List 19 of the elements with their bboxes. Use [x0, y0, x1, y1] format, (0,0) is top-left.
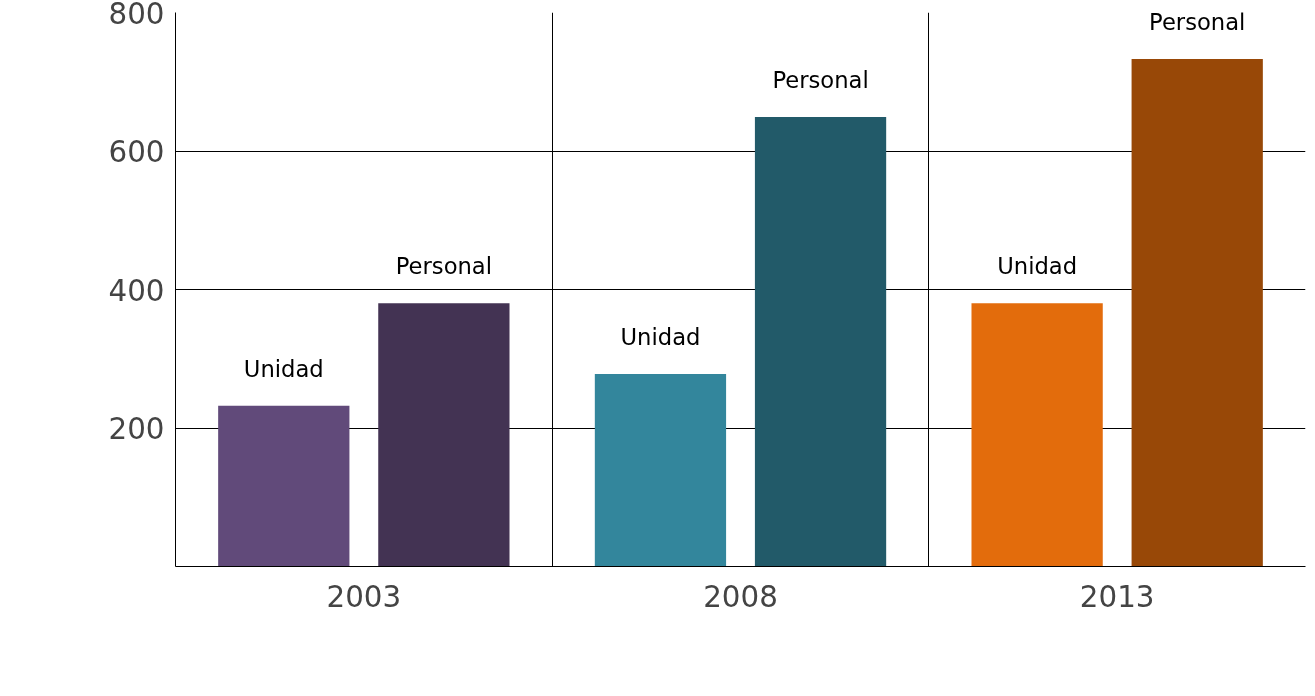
- y-tick-label: 800: [108, 0, 165, 31]
- x-tick-label: 2013: [1079, 579, 1155, 614]
- bar: [754, 117, 887, 567]
- y-tick-label: 400: [108, 273, 165, 308]
- text: Unidad: [243, 355, 324, 382]
- y-tick-label: 200: [108, 412, 165, 446]
- series-label: Unidad: [620, 323, 701, 350]
- text: Unidad: [997, 253, 1078, 280]
- bar: [594, 373, 727, 567]
- bar: [971, 303, 1103, 567]
- bar: [1131, 58, 1263, 567]
- y-tick-label: 600: [108, 135, 165, 169]
- bar: [218, 405, 350, 567]
- bar: [378, 303, 510, 567]
- text: Personal: [1149, 8, 1246, 35]
- text: Personal: [395, 253, 493, 280]
- series-label: Personal: [772, 66, 869, 93]
- x-tick-label: 2008: [703, 579, 778, 614]
- x-tick-label: 2003: [326, 579, 402, 614]
